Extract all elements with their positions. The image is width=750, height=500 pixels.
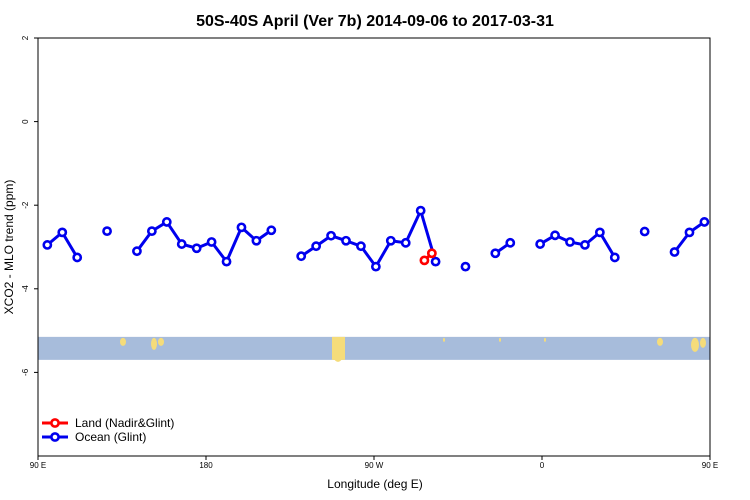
data-point xyxy=(146,226,157,237)
data-point xyxy=(565,237,575,247)
data-point xyxy=(426,248,437,259)
land-patch xyxy=(499,337,501,342)
legend-label: Ocean (Glint) xyxy=(75,430,146,444)
series xyxy=(42,205,710,272)
data-point xyxy=(430,256,441,267)
data-point xyxy=(550,230,560,241)
x-axis: 90 E 180 90 W 0 90 E xyxy=(30,456,718,470)
data-point xyxy=(57,227,68,238)
data-point xyxy=(326,230,336,241)
land-patch xyxy=(700,337,706,348)
x-tick-label: 0 xyxy=(540,461,545,470)
x-tick-label: 90 E xyxy=(702,461,718,470)
data-point xyxy=(609,252,620,263)
series-line xyxy=(300,209,438,269)
x-tick-label: 90 E xyxy=(30,461,46,470)
data-point xyxy=(415,205,426,216)
data-point xyxy=(535,239,546,249)
data-point xyxy=(266,225,277,236)
data-point xyxy=(296,251,307,262)
data-point xyxy=(236,222,247,233)
y-tick-label: -4 xyxy=(21,285,30,293)
land-patch xyxy=(443,337,445,342)
x-tick-label: 180 xyxy=(199,461,213,470)
land-patch xyxy=(657,337,663,346)
data-point xyxy=(684,227,695,238)
legend-label: Land (Nadir&Glint) xyxy=(75,416,174,430)
data-point xyxy=(669,247,680,257)
data-point xyxy=(356,241,366,252)
data-point xyxy=(176,239,187,249)
data-point xyxy=(639,226,650,237)
series xyxy=(419,248,437,266)
legend: Land (Nadir&Glint)Ocean (Glint) xyxy=(42,416,174,444)
x-tick-label: 90 W xyxy=(365,461,384,470)
data-point xyxy=(400,237,411,248)
data-point xyxy=(419,255,430,266)
land-patch xyxy=(120,337,126,346)
data-point xyxy=(385,235,396,246)
x-axis-label: Longitude (deg E) xyxy=(327,477,422,491)
legend-marker xyxy=(50,418,60,428)
data-point xyxy=(251,235,262,246)
data-point xyxy=(132,246,142,257)
series-layer xyxy=(42,205,710,272)
data-point xyxy=(370,261,381,272)
chart-title: 50S-40S April (Ver 7b) 2014-09-06 to 201… xyxy=(196,13,554,30)
data-point xyxy=(594,227,605,238)
data-point xyxy=(42,240,53,250)
y-axis-label: XCO2 - MLO trend (ppm) xyxy=(2,180,16,315)
data-point xyxy=(311,241,322,252)
data-point xyxy=(505,237,516,248)
legend-marker xyxy=(50,432,60,442)
land-patch xyxy=(332,336,345,360)
data-point xyxy=(191,243,202,254)
land-ocean-strip xyxy=(38,336,710,362)
data-point xyxy=(221,256,232,267)
y-tick-label: -6 xyxy=(21,368,30,376)
data-point xyxy=(490,248,501,259)
data-point xyxy=(161,217,172,227)
y-axis: 2 0 -2 -4 -6 xyxy=(21,35,38,376)
land-patch xyxy=(691,337,699,352)
y-tick-label: -2 xyxy=(21,201,30,209)
y-tick-label: 2 xyxy=(21,35,30,40)
land-patch xyxy=(158,337,164,346)
data-point xyxy=(102,226,112,237)
land-patch xyxy=(544,337,546,342)
data-point xyxy=(460,261,471,272)
series-line xyxy=(135,220,273,264)
land-patch xyxy=(151,337,157,350)
ocean-band xyxy=(38,336,710,360)
data-point xyxy=(72,252,83,263)
data-point xyxy=(341,235,351,246)
y-tick-label: 0 xyxy=(21,119,30,124)
data-point xyxy=(206,237,217,247)
data-point xyxy=(699,217,710,227)
data-point xyxy=(580,240,590,250)
